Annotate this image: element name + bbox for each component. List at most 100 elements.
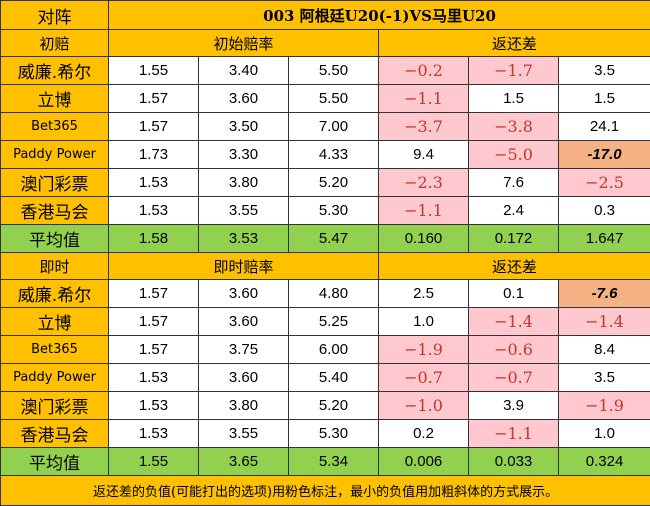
average-diff-cell: 0.172 <box>469 225 559 253</box>
match-header-row: 对阵 003 阿根廷U20(-1)VS马里U20 <box>1 1 650 30</box>
negative-diff-cell: −1.9 <box>379 336 469 364</box>
diff-cell: 1.0 <box>379 308 469 336</box>
negative-diff-cell: −1.0 <box>379 392 469 420</box>
negative-diff-cell: −0.7 <box>469 364 559 392</box>
odds-cell: 3.80 <box>199 392 289 420</box>
odds-cell: 1.53 <box>109 169 199 197</box>
diff-cell: 24.1 <box>559 113 650 141</box>
average-diff-cell: 0.033 <box>469 448 559 476</box>
odds-cell: 1.57 <box>109 85 199 113</box>
diff-cell: 2.4 <box>469 197 559 225</box>
diff-cell: 1.0 <box>559 420 650 448</box>
average-odds-cell: 3.53 <box>199 225 289 253</box>
average-diff-cell: 0.324 <box>559 448 650 476</box>
odds-cell: 1.57 <box>109 308 199 336</box>
odds-cell: 5.50 <box>289 57 379 85</box>
negative-diff-cell: −1.4 <box>559 308 650 336</box>
odds-cell: 7.00 <box>289 113 379 141</box>
negative-diff-cell: −1.9 <box>559 392 650 420</box>
return-diff-group-label: 返还差 <box>379 253 650 280</box>
return-diff-group-label: 返还差 <box>379 30 650 57</box>
odds-cell: 1.53 <box>109 364 199 392</box>
odds-cell: 3.60 <box>199 308 289 336</box>
section-label: 初赔 <box>1 30 109 57</box>
diff-cell: 0.3 <box>559 197 650 225</box>
company-name: 威廉.希尔 <box>1 57 109 85</box>
odds-group-label: 初始赔率 <box>109 30 379 57</box>
company-name: 香港马会 <box>1 420 109 448</box>
average-label: 平均值 <box>1 448 109 476</box>
company-name: Paddy Power <box>1 364 109 392</box>
diff-cell: 1.5 <box>469 85 559 113</box>
company-name: 威廉.希尔 <box>1 280 109 308</box>
minimum-diff-cell: -7.6 <box>559 280 650 308</box>
average-diff-cell: 1.647 <box>559 225 650 253</box>
negative-diff-cell: −0.2 <box>379 57 469 85</box>
negative-diff-cell: −1.1 <box>469 420 559 448</box>
odds-cell: 4.80 <box>289 280 379 308</box>
odds-cell: 1.53 <box>109 392 199 420</box>
negative-diff-cell: −2.5 <box>559 169 650 197</box>
negative-diff-cell: −1.1 <box>379 197 469 225</box>
diff-cell: 8.4 <box>559 336 650 364</box>
odds-cell: 1.53 <box>109 420 199 448</box>
odds-cell: 3.55 <box>199 420 289 448</box>
negative-diff-cell: −1.7 <box>469 57 559 85</box>
footer-row: 返还差的负值(可能打出的选项)用粉色标注，最小的负值用加粗斜体的方式展示。 <box>1 476 650 506</box>
negative-diff-cell: −0.7 <box>379 364 469 392</box>
average-diff-cell: 0.160 <box>379 225 469 253</box>
corner-label: 对阵 <box>1 1 109 30</box>
odds-cell: 3.60 <box>199 85 289 113</box>
diff-cell: 2.5 <box>379 280 469 308</box>
company-name: 立博 <box>1 85 109 113</box>
odds-cell: 3.60 <box>199 280 289 308</box>
odds-cell: 4.33 <box>289 141 379 169</box>
diff-cell: 3.5 <box>559 57 650 85</box>
odds-cell: 5.25 <box>289 308 379 336</box>
odds-cell: 6.00 <box>289 336 379 364</box>
diff-cell: 3.5 <box>559 364 650 392</box>
negative-diff-cell: −3.7 <box>379 113 469 141</box>
company-name: 澳门彩票 <box>1 169 109 197</box>
average-label: 平均值 <box>1 225 109 253</box>
odds-cell: 3.30 <box>199 141 289 169</box>
footer-note: 返还差的负值(可能打出的选项)用粉色标注，最小的负值用加粗斜体的方式展示。 <box>1 476 650 506</box>
odds-cell: 1.57 <box>109 336 199 364</box>
diff-cell: 3.9 <box>469 392 559 420</box>
odds-cell: 1.55 <box>109 57 199 85</box>
negative-diff-cell: −3.8 <box>469 113 559 141</box>
diff-cell: 0.1 <box>469 280 559 308</box>
average-odds-cell: 1.55 <box>109 448 199 476</box>
odds-cell: 5.40 <box>289 364 379 392</box>
match-title: 003 阿根廷U20(-1)VS马里U20 <box>109 1 650 30</box>
odds-cell: 5.50 <box>289 85 379 113</box>
live-section-header: 即时即时赔率返还差 <box>1 253 650 280</box>
odds-cell: 3.50 <box>199 113 289 141</box>
odds-cell: 3.75 <box>199 336 289 364</box>
average-odds-cell: 1.58 <box>109 225 199 253</box>
odds-cell: 5.30 <box>289 197 379 225</box>
company-name: Bet365 <box>1 113 109 141</box>
negative-diff-cell: −1.4 <box>469 308 559 336</box>
company-name: Paddy Power <box>1 141 109 169</box>
odds-cell: 1.57 <box>109 280 199 308</box>
average-odds-cell: 5.34 <box>289 448 379 476</box>
odds-cell: 3.60 <box>199 364 289 392</box>
odds-cell: 3.55 <box>199 197 289 225</box>
initial-section-header: 初赔初始赔率返还差 <box>1 30 650 57</box>
diff-cell: 1.5 <box>559 85 650 113</box>
